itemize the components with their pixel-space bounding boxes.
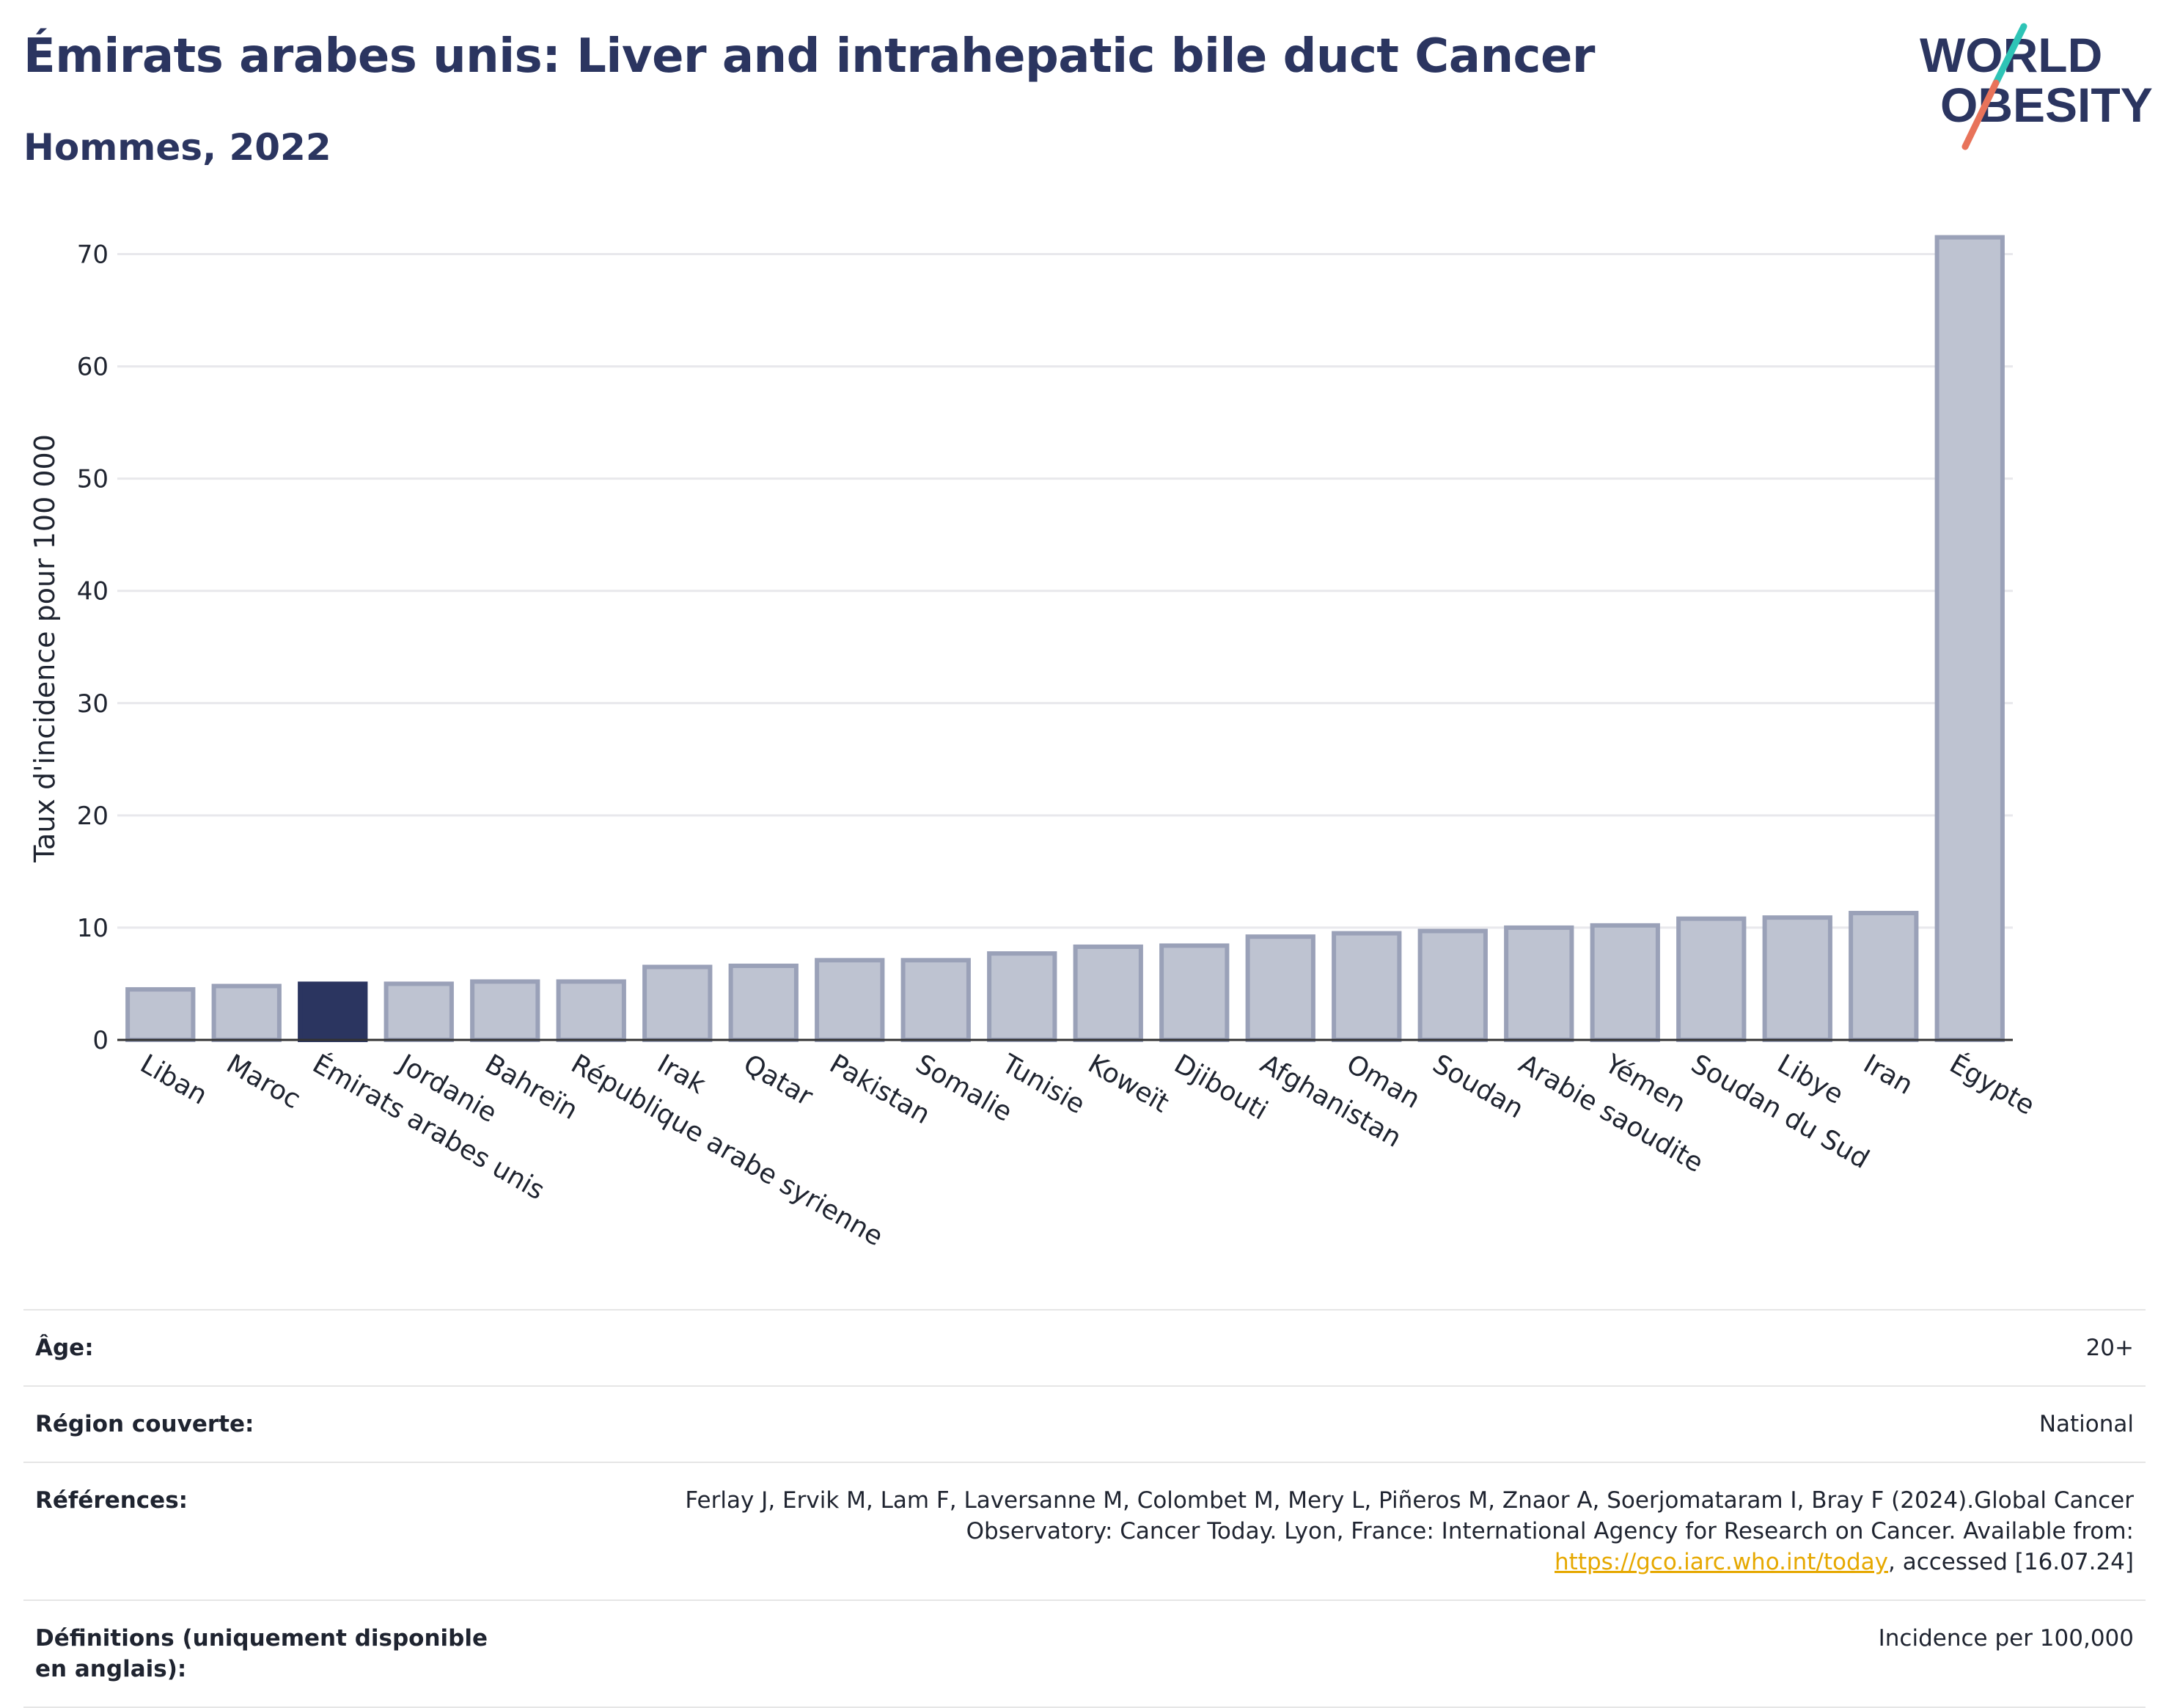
x-tick-label: Soudan — [1428, 1049, 1529, 1124]
bar-1[interactable] — [125, 987, 196, 1042]
info-row-region: Région couverte: National — [23, 1385, 2146, 1462]
bar-11[interactable] — [987, 951, 1057, 1043]
x-tick-label: Iran — [1858, 1049, 1917, 1101]
bar-15[interactable] — [1332, 931, 1402, 1042]
x-tick-label: Djibouti — [1169, 1049, 1272, 1126]
grid-lines — [117, 253, 2013, 929]
x-tick-label: Irak — [652, 1049, 711, 1100]
metadata-table: Âge: 20+ Région couverte: National Référ… — [23, 1309, 2146, 1708]
y-axis-label: Taux d'incidence pour 100 000 — [29, 434, 61, 863]
bar-12[interactable] — [1073, 944, 1143, 1043]
bar-21[interactable] — [1849, 911, 1919, 1042]
y-tick-label: 70 — [77, 241, 109, 270]
bar-20[interactable] — [1762, 915, 1832, 1043]
info-label-region: Région couverte: — [35, 1411, 254, 1437]
y-tick-label: 30 — [77, 689, 109, 719]
bar-chart: 0 10 20 30 40 50 60 70 Liban Maroc Émirats arabes… — [29, 235, 2040, 1253]
bar-19[interactable] — [1676, 916, 1747, 1042]
logo-text-line2: OBESITY — [1940, 78, 2153, 132]
bar-18[interactable] — [1590, 923, 1660, 1043]
bar-10[interactable] — [900, 958, 971, 1042]
bars — [125, 235, 2005, 1043]
reference-link[interactable]: https://gco.iarc.who.int/today — [1555, 1549, 1888, 1575]
world-obesity-logo: WORLD OBESITY — [1920, 23, 2153, 150]
bar-6[interactable] — [556, 979, 626, 1042]
info-label-age: Âge: — [35, 1335, 94, 1361]
bar-16[interactable] — [1417, 928, 1488, 1042]
x-tick-label: Qatar — [738, 1049, 818, 1112]
bar-9[interactable] — [815, 958, 885, 1042]
x-tick-label: Maroc — [221, 1049, 306, 1115]
bar-7[interactable] — [642, 964, 713, 1043]
info-value-references: Ferlay J, Ervik M, Lam F, Laversanne M, … — [667, 1485, 2134, 1577]
logo-slash-top — [1992, 23, 2027, 87]
info-value-age: 20+ — [2085, 1335, 2134, 1361]
info-value-region: National — [2038, 1411, 2134, 1437]
x-tick-label: Bahreïn — [480, 1049, 582, 1126]
info-row-references: Références: Ferlay J, Ervik M, Lam F, La… — [23, 1462, 2146, 1599]
bar-8[interactable] — [728, 963, 799, 1042]
y-tick-label: 50 — [77, 465, 109, 494]
bar-3[interactable] — [298, 981, 368, 1043]
bar-17[interactable] — [1504, 925, 1574, 1043]
x-tick-label: Koweït — [1083, 1049, 1174, 1118]
bar-13[interactable] — [1159, 943, 1230, 1042]
info-row-definitions: Définitions (uniquement disponible en an… — [23, 1599, 2146, 1708]
bar-5[interactable] — [470, 979, 540, 1042]
x-tick-label: Égypte — [1945, 1048, 2040, 1121]
x-tick-label: Liban — [135, 1049, 212, 1110]
reference-accessed: , accessed [16.07.24] — [1887, 1549, 2134, 1575]
y-tick-label: 40 — [77, 577, 109, 606]
info-value-definitions: Incidence per 100,000 — [1878, 1625, 2134, 1652]
bar-22[interactable] — [1934, 235, 2005, 1042]
reference-text: Ferlay J, Ervik M, Lam F, Laversanne M, … — [685, 1487, 2134, 1544]
y-tick-label: 0 — [92, 1026, 109, 1055]
info-row-age: Âge: 20+ — [23, 1309, 2146, 1385]
y-tick-label: 20 — [77, 802, 109, 831]
bar-14[interactable] — [1245, 934, 1315, 1042]
info-label-definitions: Définitions (uniquement disponible en an… — [35, 1625, 488, 1682]
info-label-references: Références: — [35, 1487, 188, 1514]
bar-4[interactable] — [383, 981, 454, 1043]
chart-title: Émirats arabes unis: Liver and intrahepa… — [23, 29, 1595, 84]
y-tick-label: 10 — [77, 914, 109, 943]
y-tick-labels: 0 10 20 30 40 50 60 70 — [77, 241, 109, 1055]
bar-2[interactable] — [211, 983, 282, 1042]
logo-slash-bottom — [1961, 79, 2000, 150]
chart-subtitle: Hommes, 2022 — [23, 126, 331, 169]
y-tick-label: 60 — [77, 353, 109, 382]
x-tick-labels: Liban Maroc Émirats arabes unisJordanieBah… — [135, 1048, 2040, 1252]
